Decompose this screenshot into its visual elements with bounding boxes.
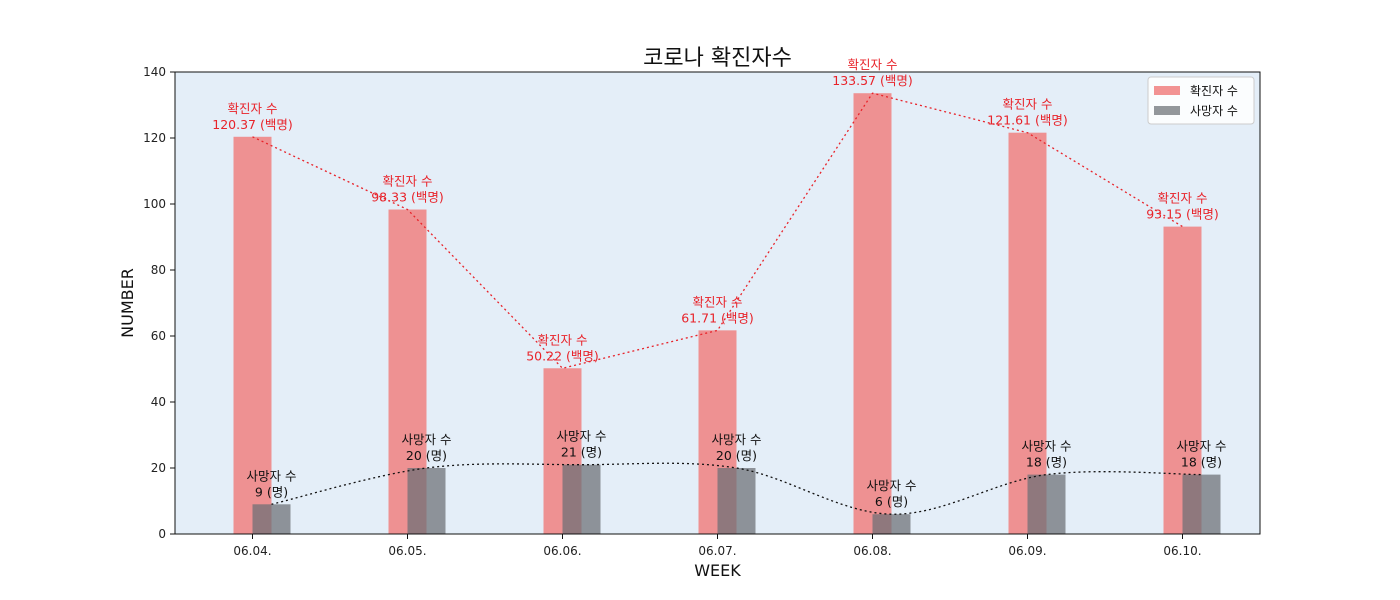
bar-deaths	[407, 468, 446, 534]
y-tick-label: 120	[143, 131, 166, 145]
x-tick-label: 06.09.	[1008, 544, 1046, 558]
bar-confirmed	[1008, 132, 1047, 534]
data-label-confirmed: 확진자 수 133.57 (백명)	[832, 57, 912, 88]
x-tick-label: 06.04.	[233, 544, 271, 558]
bar-deaths	[1027, 474, 1066, 534]
legend-label-deaths: 사망자 수	[1190, 104, 1238, 118]
legend-swatch-deaths	[1154, 106, 1180, 115]
bar-deaths	[562, 464, 601, 534]
bar-confirmed	[853, 93, 892, 535]
x-tick-label: 06.05.	[388, 544, 426, 558]
y-tick-label: 0	[158, 527, 166, 541]
bar-deaths	[252, 504, 291, 534]
y-tick-label: 40	[151, 395, 166, 409]
data-label-deaths: 사망자 수 18 (명)	[1177, 439, 1227, 470]
bar-deaths	[717, 468, 756, 534]
x-tick-label: 06.10.	[1163, 544, 1201, 558]
x-tick-label: 06.08.	[853, 544, 891, 558]
data-label-confirmed: 확진자 수 61.71 (백명)	[681, 294, 754, 325]
y-axis-label: NUMBER	[118, 268, 137, 338]
data-label-confirmed: 확진자 수 50.22 (백명)	[526, 332, 599, 363]
data-label-confirmed: 확진자 수 93.15 (백명)	[1146, 191, 1219, 222]
y-tick-label: 60	[151, 329, 166, 343]
y-tick-label: 80	[151, 263, 166, 277]
legend-swatch-confirmed	[1154, 86, 1180, 95]
legend-label-confirmed: 확진자 수	[1190, 84, 1238, 98]
x-tick-label: 06.06.	[543, 544, 581, 558]
bars-layer	[233, 93, 1221, 535]
x-axis-label: WEEK	[694, 561, 741, 580]
bar-deaths	[1182, 474, 1221, 534]
data-label-deaths: 사망자 수 21 (명)	[557, 429, 607, 460]
data-label-deaths: 사망자 수 18 (명)	[1022, 439, 1072, 470]
data-label-deaths: 사망자 수 20 (명)	[712, 432, 762, 463]
trend-lines-layer	[252, 92, 1202, 515]
y-tick-label: 140	[143, 65, 166, 79]
bar-confirmed	[233, 136, 272, 535]
axes-layer: 0 20 40 60 80 100 120 140 06.04. 06.05. 06.06. 06.0…	[143, 65, 1201, 558]
chart-title: 코로나 확진자수	[643, 46, 792, 71]
data-label-deaths: 사망자 수 20 (명)	[402, 432, 452, 463]
data-label-confirmed: 확진자 수 120.37 (백명)	[212, 101, 292, 132]
legend: 확진자 수 사망자 수	[1147, 76, 1255, 125]
bar-deaths	[872, 514, 911, 534]
y-tick-label: 100	[143, 197, 166, 211]
data-label-confirmed: 확진자 수 121.61 (백명)	[987, 97, 1067, 128]
data-label-confirmed: 확진자 수 98.33 (백명)	[371, 174, 444, 205]
trend-line-confirmed	[252, 92, 1183, 370]
y-tick-label: 20	[151, 461, 166, 475]
data-labels-layer: 확진자 수 120.37 (백명) 확진자 수 98.33 (백명) 확진자 수 50.2…	[212, 57, 1226, 509]
x-tick-label: 06.07.	[698, 544, 736, 558]
